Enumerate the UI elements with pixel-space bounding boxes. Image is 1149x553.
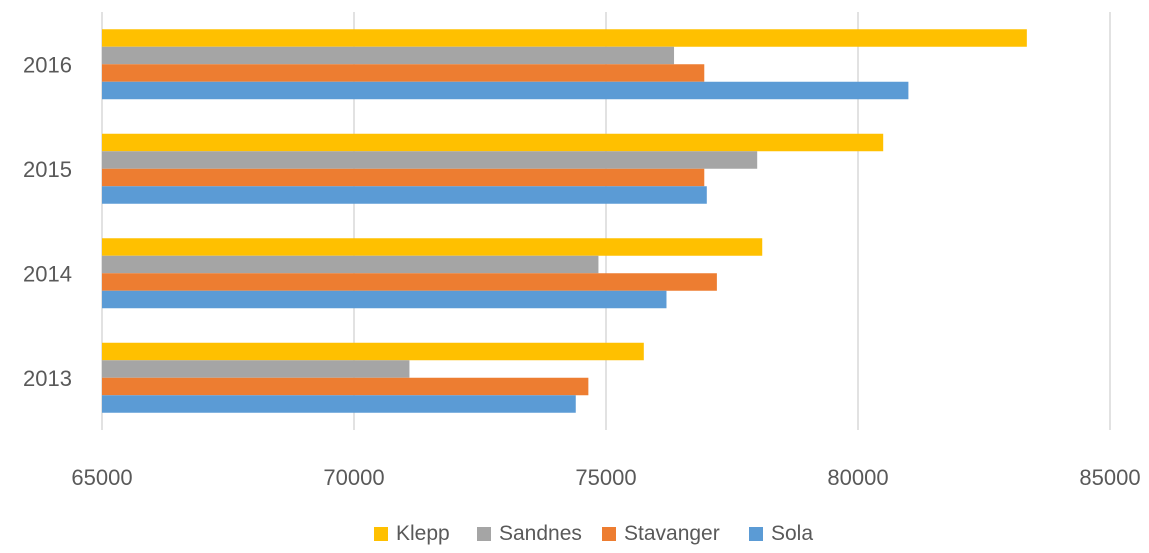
bar-klepp-2013 bbox=[102, 342, 644, 361]
legend-swatch-sola bbox=[749, 527, 763, 541]
bar-sandnes-2015 bbox=[102, 151, 758, 169]
legend-label-klepp: Klepp bbox=[396, 522, 450, 545]
x-tick-label: 70000 bbox=[323, 465, 384, 490]
y-tick-label: 2016 bbox=[23, 52, 72, 77]
x-tick-label: 65000 bbox=[71, 465, 132, 490]
y-tick-label: 2014 bbox=[23, 261, 72, 286]
bar-sandnes-2016 bbox=[102, 46, 675, 65]
legend-label-sandnes: Sandnes bbox=[499, 522, 582, 545]
y-tick-label: 2015 bbox=[23, 157, 72, 182]
y-axis-ticks: 2013 2014 2015 2016 bbox=[23, 52, 72, 391]
legend-label-stavanger: Stavanger bbox=[624, 522, 720, 545]
bar-sola-2013 bbox=[102, 395, 576, 413]
bar-sola-2016 bbox=[102, 81, 909, 100]
legend: Klepp Sandnes Stavanger Sola bbox=[374, 522, 813, 545]
x-tick-label: 75000 bbox=[575, 465, 636, 490]
legend-swatch-stavanger bbox=[602, 527, 616, 541]
y-tick-label: 2013 bbox=[23, 366, 72, 391]
bar-klepp-2015 bbox=[102, 133, 884, 152]
bar-sola-2015 bbox=[102, 186, 707, 204]
bar-stavanger-2015 bbox=[102, 168, 705, 187]
x-tick-label: 85000 bbox=[1079, 465, 1140, 490]
bar-stavanger-2014 bbox=[102, 273, 717, 291]
bar-sola-2014 bbox=[102, 290, 667, 309]
bar-klepp-2016 bbox=[102, 29, 1027, 47]
legend-swatch-sandnes bbox=[477, 527, 491, 541]
bar-stavanger-2013 bbox=[102, 377, 589, 396]
legend-swatch-klepp bbox=[374, 527, 388, 541]
bar-stavanger-2016 bbox=[102, 64, 705, 82]
x-axis-ticks: 65000 70000 75000 80000 85000 bbox=[71, 465, 1140, 490]
bar-klepp-2014 bbox=[102, 238, 763, 256]
bars bbox=[102, 29, 1027, 413]
bar-sandnes-2014 bbox=[102, 255, 599, 274]
x-tick-label: 80000 bbox=[827, 465, 888, 490]
bar-sandnes-2013 bbox=[102, 360, 410, 378]
legend-label-sola: Sola bbox=[771, 522, 813, 545]
